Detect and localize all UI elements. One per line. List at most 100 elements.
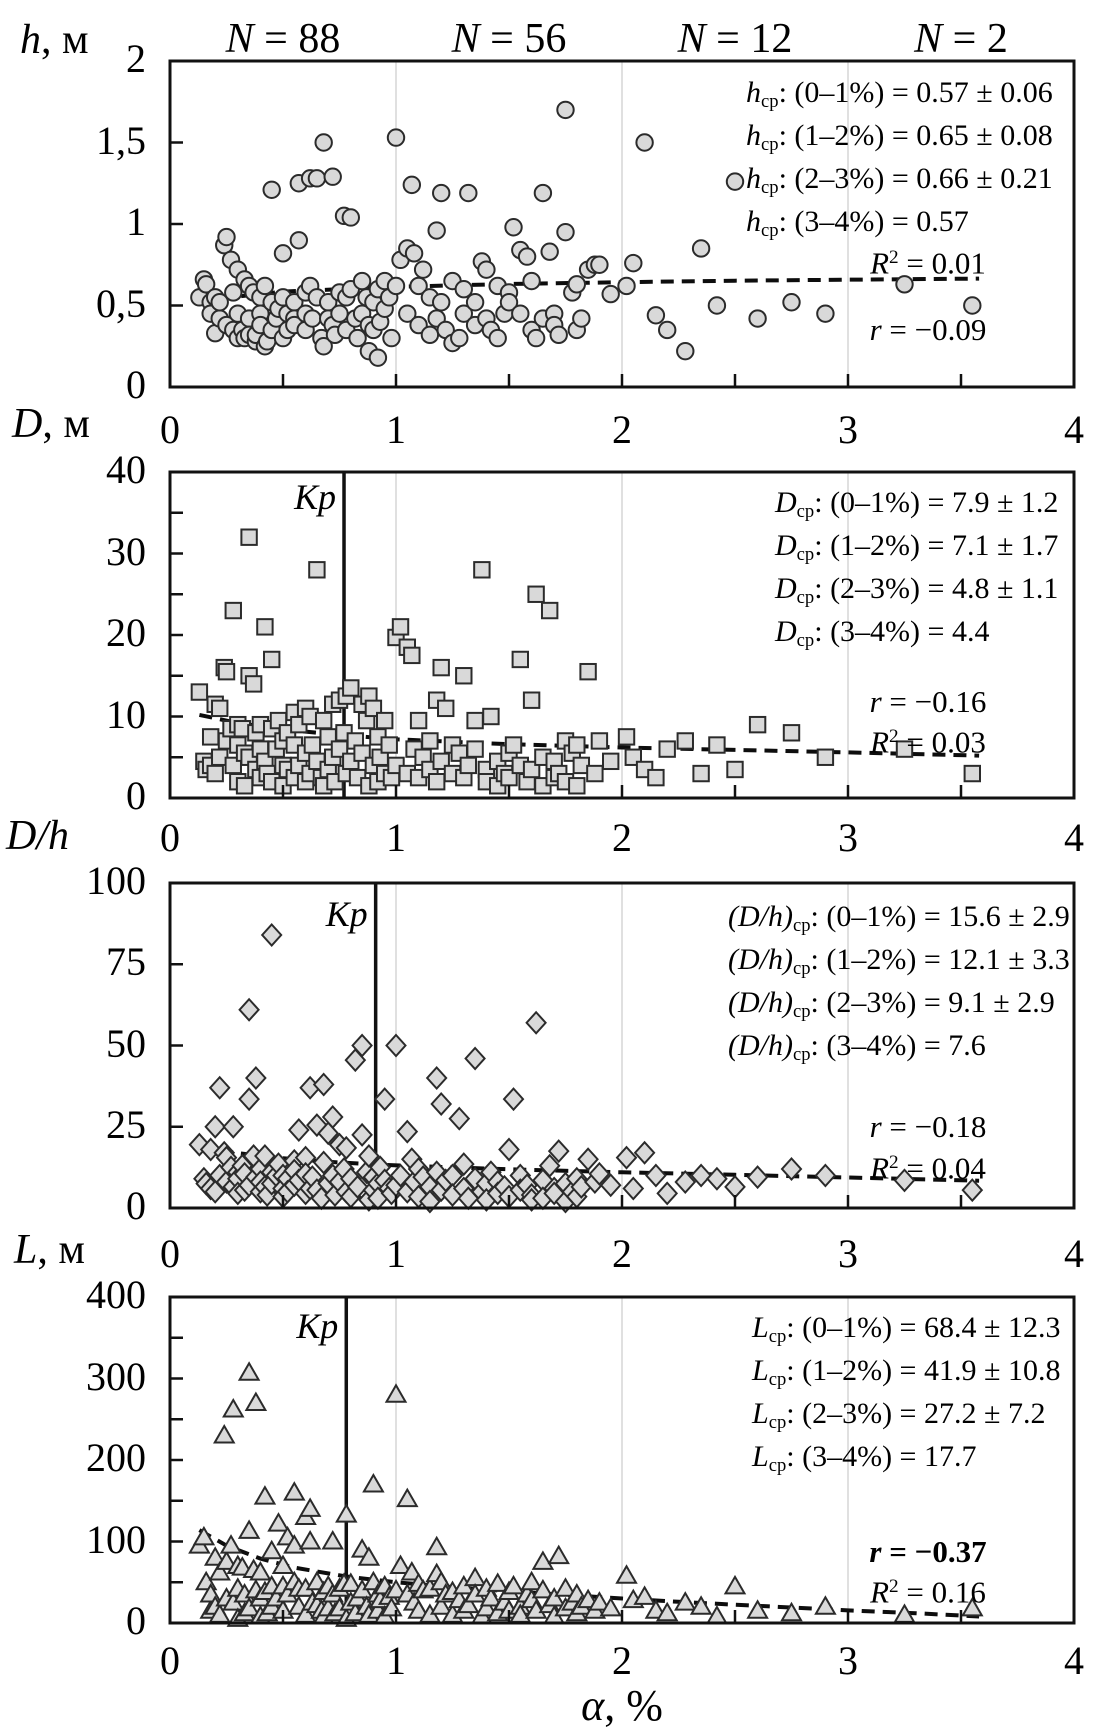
data-point <box>362 1472 385 1493</box>
x-tick-label: 2 <box>612 1231 632 1276</box>
data-point <box>690 1163 712 1188</box>
y-axis-title: L, м <box>14 1227 85 1273</box>
data-point <box>782 724 801 742</box>
x-tick-label: 1 <box>386 1638 406 1683</box>
data-point <box>208 1075 231 1100</box>
stat-line: R2 = 0.03 <box>870 724 986 760</box>
data-point <box>893 1168 916 1193</box>
x-tick-label: 0 <box>160 1638 180 1683</box>
count-header-1: N = 56 <box>451 16 567 62</box>
data-point <box>298 1529 322 1550</box>
data-point <box>525 1010 547 1035</box>
data-point <box>237 1596 261 1617</box>
data-point <box>459 183 478 203</box>
data-point <box>617 728 636 746</box>
data-point <box>963 296 982 315</box>
kp-label: Кр <box>296 1306 339 1346</box>
annotation-line: (D/h)ср: (2–3%) = 9.1 ± 2.9 <box>728 986 1055 1023</box>
data-point <box>206 764 224 783</box>
data-point <box>222 1114 245 1139</box>
data-point <box>723 1574 747 1595</box>
data-point <box>245 1066 267 1090</box>
data-point <box>210 293 229 312</box>
data-point <box>502 1087 525 1112</box>
data-point <box>568 736 586 754</box>
data-point <box>368 348 388 367</box>
data-point <box>425 1066 448 1090</box>
data-point <box>689 1595 713 1615</box>
y-tick-label: 200 <box>86 1435 146 1480</box>
data-point <box>814 1595 837 1615</box>
data-point <box>283 1481 306 1501</box>
data-point <box>342 679 360 697</box>
data-point <box>895 275 914 294</box>
data-point <box>599 1596 622 1617</box>
data-point <box>437 699 455 718</box>
stat-line: r = −0.37 <box>869 1534 987 1569</box>
data-point <box>380 736 398 754</box>
x-tick-label: 0 <box>160 407 180 452</box>
x-axis-title-var: α <box>581 1681 605 1730</box>
data-point <box>504 218 523 237</box>
data-point <box>330 304 349 323</box>
data-point <box>224 283 243 302</box>
data-point <box>692 764 710 783</box>
data-point <box>782 293 801 312</box>
data-point <box>312 1150 335 1175</box>
data-point <box>588 1161 611 1186</box>
data-point <box>588 1591 611 1611</box>
data-point <box>271 1554 295 1574</box>
data-point <box>454 304 473 323</box>
x-tick-label: 0 <box>160 815 180 860</box>
data-point <box>590 255 609 274</box>
data-point <box>192 1525 216 1546</box>
data-point <box>224 601 242 620</box>
data-point <box>357 1546 381 1566</box>
data-point <box>321 1105 344 1129</box>
data-point <box>420 325 440 345</box>
data-point <box>217 662 236 681</box>
data-point <box>466 711 484 730</box>
data-point <box>540 601 559 620</box>
data-point <box>260 923 283 947</box>
data-point <box>674 1170 697 1194</box>
data-point <box>260 1539 283 1560</box>
data-point <box>421 732 439 750</box>
annotation-line: Dср: (1–2%) = 7.1 ± 1.7 <box>775 529 1059 566</box>
data-point <box>307 169 327 188</box>
data-point <box>633 1140 656 1165</box>
data-point <box>486 1572 509 1592</box>
data-point <box>427 221 446 240</box>
data-point <box>432 658 450 677</box>
data-point <box>656 1181 679 1206</box>
data-point <box>303 309 322 328</box>
data-point <box>249 1560 272 1581</box>
y-axis-title: D, м <box>12 401 90 447</box>
data-point <box>240 528 258 546</box>
data-point <box>602 752 620 771</box>
y-tick-label: 0 <box>126 362 146 407</box>
data-point <box>203 1546 227 1566</box>
data-point <box>204 1114 227 1139</box>
x-tick-label: 2 <box>612 407 632 452</box>
data-point <box>531 1578 555 1599</box>
data-point <box>579 662 597 681</box>
data-point <box>188 1132 211 1157</box>
data-point <box>517 247 537 266</box>
annotation-line: hср: (1–2%) = 0.65 ± 0.08 <box>746 119 1053 156</box>
data-point <box>556 222 575 242</box>
data-point <box>511 650 529 669</box>
data-point <box>895 740 914 758</box>
data-point <box>708 736 726 754</box>
data-point <box>303 736 322 754</box>
data-point <box>567 275 586 294</box>
data-point <box>725 172 745 191</box>
y-tick-label: 0 <box>126 773 146 818</box>
y-axis-title: D/h <box>6 813 69 859</box>
data-point <box>499 293 519 312</box>
data-point <box>814 1163 837 1188</box>
x-tick-label: 1 <box>386 1231 406 1276</box>
data-point <box>615 1564 638 1584</box>
annotation-line: Lср: (2–3%) = 27.2 ± 7.2 <box>752 1397 1046 1434</box>
